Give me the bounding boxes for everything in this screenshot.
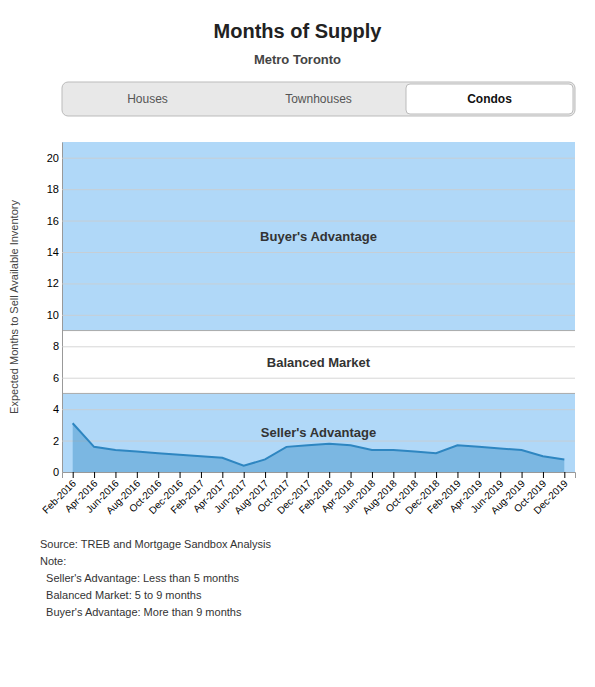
active-tab	[406, 84, 573, 114]
y-tick-label: 8	[53, 340, 59, 352]
x-tick-line	[415, 472, 416, 478]
y-tick: 8	[53, 340, 575, 352]
band-label: Balanced Market	[267, 355, 371, 370]
y-tick-label: 6	[53, 372, 59, 384]
x-tick-line	[479, 472, 480, 478]
band-label: Buyer's Advantage	[260, 229, 377, 244]
x-tick-line	[393, 472, 394, 478]
grid-line	[62, 283, 575, 284]
bands	[62, 142, 575, 472]
y-tick: 18	[47, 183, 575, 195]
x-tick-line	[137, 472, 138, 478]
line	[73, 423, 565, 465]
threshold-line	[62, 393, 575, 394]
y-tick: 6	[53, 372, 575, 384]
subtitle: Metro Toronto	[254, 52, 341, 67]
x-tick-line	[372, 472, 373, 478]
x-tick-line	[329, 472, 330, 478]
grid-line	[62, 441, 575, 442]
tab-bar: Houses Townhouses Condos	[62, 82, 575, 116]
y-tick-label: 10	[47, 309, 59, 321]
band	[62, 142, 575, 331]
y-tick: 14	[47, 246, 575, 258]
y-tick-label: 12	[47, 277, 59, 289]
threshold-line	[62, 330, 575, 331]
x-axis: Feb-2016Apr-2016Jun-2016Aug-2016Oct-2016…	[40, 472, 575, 516]
x-axis-line	[63, 473, 576, 479]
plot: 0 2 4 6 8 10 12 14 16 18 20 Feb-2016Apr-2016Jun-201…	[40, 142, 575, 516]
tab-label: Houses	[127, 92, 168, 106]
x-tick-line	[115, 472, 116, 478]
x-tick-line	[180, 472, 181, 478]
grid-line	[62, 252, 575, 253]
grid-line	[62, 346, 575, 347]
grid-line	[62, 221, 575, 222]
y-axis: 0 2 4 6 8 10 12 14 16 18 20	[47, 143, 575, 479]
x-tick-line	[73, 472, 74, 478]
area	[73, 423, 565, 472]
footer-note: Buyer's Advantage: More than 9 months	[40, 606, 242, 618]
grid-line	[62, 315, 575, 316]
x-tick-line	[265, 472, 266, 478]
band	[62, 393, 575, 472]
x-tick-line	[308, 472, 309, 478]
footer-note: Seller's Advantage: Less than 5 months	[40, 572, 239, 584]
x-tick-line	[543, 472, 544, 478]
grid-line	[62, 158, 575, 159]
grid-line	[62, 189, 575, 190]
x-tick-line	[564, 472, 565, 478]
title: Months of Supply	[214, 20, 383, 42]
y-tick-label: 2	[53, 435, 59, 447]
y-tick: 4	[53, 403, 575, 415]
tab-label: Condos	[467, 92, 512, 106]
tab-bar-background	[62, 82, 575, 116]
x-tick-line	[158, 472, 159, 478]
footer-note: Note:	[40, 555, 66, 567]
y-tick-label: 0	[53, 466, 59, 478]
y-tick-label: 20	[47, 152, 59, 164]
y-tick-label: 4	[53, 403, 59, 415]
y-tick: 12	[47, 277, 575, 289]
y-axis-title: Expected Months to Sell Available Invent…	[8, 200, 20, 414]
x-tick-line	[436, 472, 437, 478]
x-tick-line	[222, 472, 223, 478]
y-axis-line	[62, 143, 63, 473]
footer-note: Source: TREB and Mortgage Sandbox Analys…	[40, 538, 271, 550]
y-tick: 10	[47, 309, 575, 321]
x-tick-line	[201, 472, 202, 478]
x-tick-line	[351, 472, 352, 478]
y-tick: 16	[47, 215, 575, 227]
y-tick: 20	[47, 152, 575, 164]
x-tick-line	[500, 472, 501, 478]
x-tick: Dec-2019	[531, 472, 570, 516]
x-tick-line	[286, 472, 287, 478]
x-tick-line	[244, 472, 245, 478]
x-tick-line	[522, 472, 523, 478]
x-tick-line	[94, 472, 95, 478]
footer-note: Balanced Market: 5 to 9 months	[40, 589, 202, 601]
y-tick-label: 14	[47, 246, 59, 258]
series	[73, 423, 565, 472]
tab-label: Townhouses	[285, 92, 352, 106]
x-tick-line	[457, 472, 458, 478]
band-label: Seller's Advantage	[261, 425, 376, 440]
x-tick-label: Dec-2019	[531, 477, 570, 516]
y-tick-label: 18	[47, 183, 59, 195]
y-tick-label: 16	[47, 215, 59, 227]
chart: Months of Supply Metro Toronto Houses Townh…	[0, 0, 595, 687]
grid-line	[62, 378, 575, 379]
grid-line	[62, 409, 575, 410]
